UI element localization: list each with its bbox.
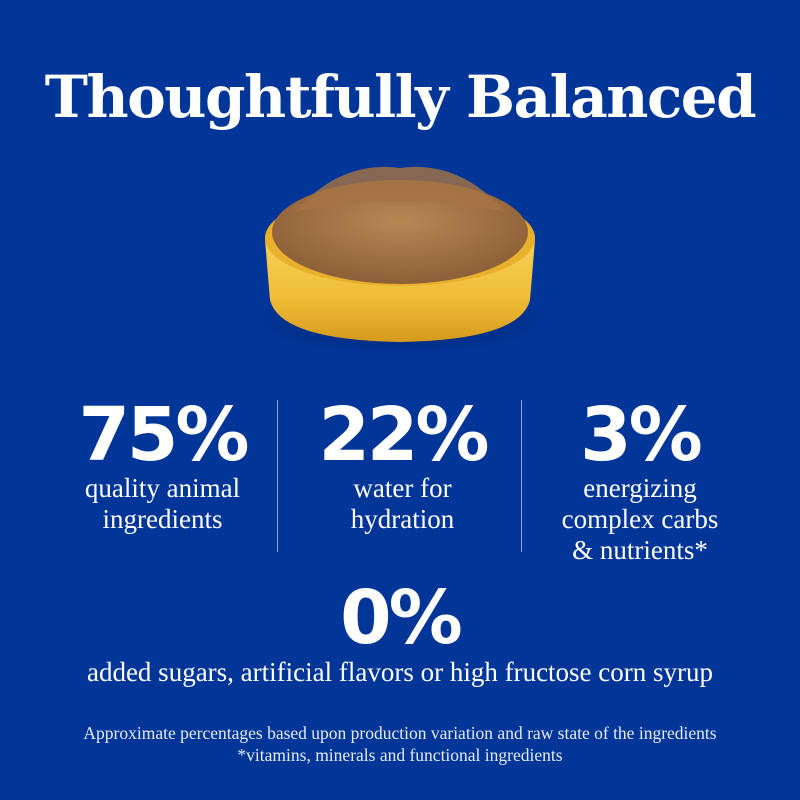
stats-row: 75% quality animal ingredients 22% water… — [0, 395, 800, 565]
stat-carbs: 3% energizing complex carbs & nutrients* — [515, 395, 765, 566]
stat-value: 3% — [580, 392, 703, 478]
stat-label: water for hydration — [350, 473, 455, 534]
stat-water: 22% water for hydration — [280, 395, 525, 535]
stat-label: quality animal ingredients — [84, 473, 241, 534]
stat-value: 22% — [318, 392, 489, 478]
footnote-vitamins: *vitamins, minerals and functional ingre… — [237, 745, 563, 765]
stat-value: 75% — [78, 392, 249, 478]
footnote-approximate: Approximate percentages based upon produ… — [83, 723, 717, 743]
stat-animal-ingredients: 75% quality animal ingredients — [40, 395, 285, 535]
divider — [521, 400, 522, 552]
stat-zero-sugars: 0% added sugars, artificial flavors or h… — [0, 580, 800, 688]
footnotes: Approximate percentages based upon produ… — [0, 722, 800, 766]
page-title: Thoughtfully Balanced — [44, 63, 757, 131]
divider — [277, 400, 278, 552]
stat-label: energizing complex carbs & nutrients* — [561, 473, 719, 565]
stat-value: 0% — [340, 575, 463, 661]
food-bowl-icon — [250, 160, 550, 360]
stat-label: added sugars, artificial flavors or high… — [86, 657, 714, 687]
